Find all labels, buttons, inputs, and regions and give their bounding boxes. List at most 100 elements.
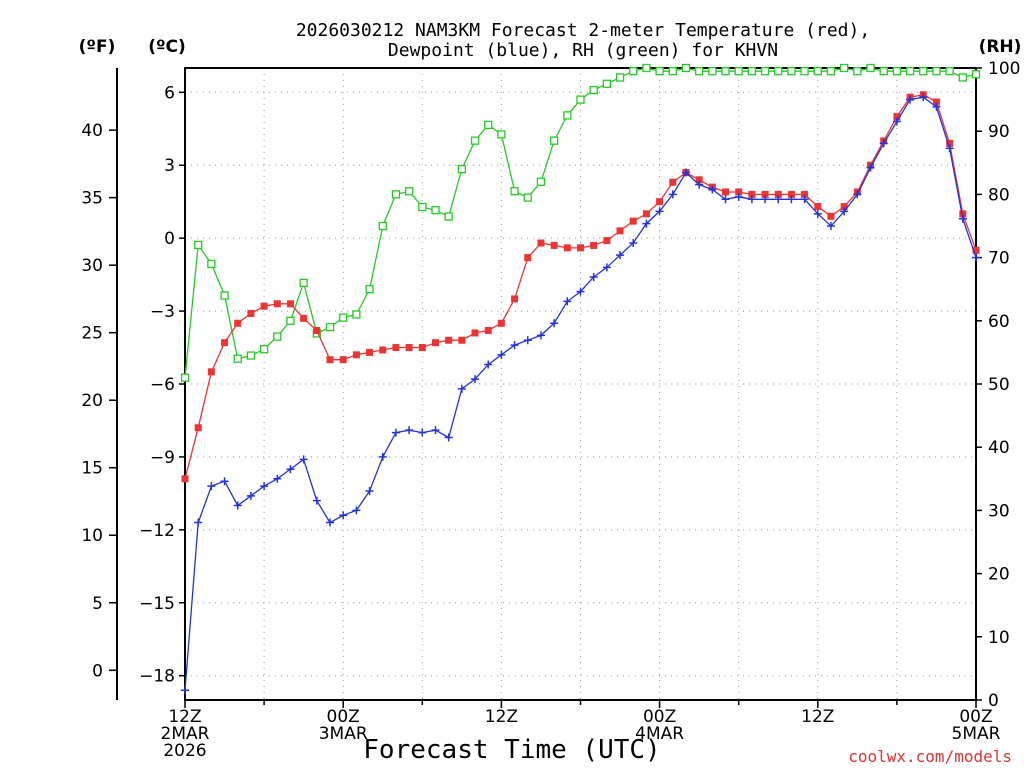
celsius-tick-label: −6: [150, 375, 175, 395]
temperature-point: [748, 190, 756, 198]
rh-point: [853, 67, 862, 76]
dewpoint-point: [853, 190, 862, 199]
series-line: [184, 67, 977, 378]
rh-tick-label: 20: [988, 565, 1010, 585]
dewpoint-point: [813, 209, 822, 218]
temperature-point: [379, 346, 387, 354]
rh-point: [220, 291, 229, 300]
rh-tick-label: 40: [988, 438, 1010, 458]
temperature-point: [537, 239, 545, 247]
rh-point: [391, 190, 401, 199]
x-tick-label: 2MAR: [161, 724, 210, 744]
rh-tick-label: 60: [988, 312, 1010, 332]
dewpoint-point: [616, 251, 625, 260]
rh-point: [563, 111, 572, 120]
temperature-point: [722, 188, 730, 196]
celsius-tick-label: −12: [139, 521, 175, 541]
temperature-point: [352, 351, 360, 359]
temperature-point: [774, 190, 782, 198]
temperature-point: [194, 424, 202, 432]
rh-tick-label: 0: [988, 691, 999, 711]
rh-point: [194, 240, 203, 250]
rh-point: [971, 70, 981, 79]
dewpoint-point: [326, 518, 335, 527]
dewpoint-point: [787, 195, 796, 204]
series-layer: [180, 63, 981, 695]
temperature-point: [366, 348, 374, 356]
x-tick-label: 5MAR: [952, 724, 1001, 744]
rh-point: [734, 67, 743, 76]
temperature-point: [431, 339, 439, 347]
rh-point: [589, 85, 598, 95]
x-tick-label: 4MAR: [635, 724, 684, 744]
fahrenheit-tick-label: 5: [92, 594, 103, 614]
dewpoint-point: [932, 102, 941, 111]
grid-lines: [185, 68, 976, 700]
rh-point: [339, 313, 348, 322]
temperature-point: [273, 300, 281, 308]
dewpoint-point: [906, 95, 915, 104]
rh-point: [378, 221, 387, 231]
rh-point: [879, 67, 888, 76]
x-tick-label: 12Z: [485, 707, 518, 727]
temperature-point: [497, 319, 505, 327]
rh-point: [536, 177, 546, 186]
dewpoint-point: [405, 426, 414, 435]
temperature-point: [814, 203, 822, 211]
temperature-point: [550, 241, 558, 249]
temperature-point: [458, 336, 466, 344]
fahrenheit-tick-label: 25: [81, 324, 103, 344]
temperature-point: [577, 244, 584, 252]
dewpoint-point: [510, 341, 519, 350]
celsius-tick-label: 6: [164, 83, 175, 103]
x-tick-label: 12Z: [168, 707, 201, 727]
dewpoint-point: [866, 163, 875, 172]
temperature-point: [946, 139, 954, 147]
rh-point: [787, 67, 796, 76]
rh-tick-label: 90: [988, 122, 1010, 142]
rh-point: [945, 67, 954, 76]
dewpoint-point: [655, 207, 664, 216]
temperature-point: [735, 188, 743, 196]
dewpoint-point: [945, 144, 954, 153]
temperature-point: [339, 356, 347, 364]
rh-point: [404, 187, 414, 196]
rh-point: [602, 79, 612, 88]
rh-point: [457, 164, 467, 174]
dewpoint-point: [602, 263, 611, 272]
axes: 630−3−6−9−12−15−184035302520151050100908…: [81, 59, 1020, 761]
rh-point: [615, 73, 625, 82]
temperature-point: [260, 302, 268, 310]
rh-point: [523, 193, 532, 202]
temperature-point: [629, 217, 637, 225]
temperature-point: [313, 327, 321, 335]
rh-point: [470, 136, 480, 145]
dewpoint-point: [550, 319, 559, 328]
rh-point: [365, 285, 374, 294]
rh-point: [299, 278, 308, 288]
temperature-point: [603, 237, 611, 245]
temperature-point: [761, 190, 769, 198]
temperature-point: [616, 227, 624, 235]
fahrenheit-tick-label: 35: [81, 189, 103, 209]
dewpoint-point: [207, 482, 216, 491]
rh-point: [668, 67, 677, 76]
rh-point: [655, 67, 664, 76]
temperature-point: [840, 203, 848, 211]
temperature-point: [932, 98, 940, 106]
temperature-point: [471, 329, 479, 337]
temperature-point: [286, 300, 294, 308]
celsius-tick-label: −9: [150, 448, 175, 468]
rh-point: [919, 67, 928, 76]
celsius-tick-label: −15: [139, 594, 175, 614]
rh-point: [905, 67, 915, 76]
dewpoint-point: [260, 482, 269, 491]
x-tick-label: 2026: [163, 741, 206, 761]
x-tick-label: 00Z: [327, 707, 360, 727]
x-tick-label: 00Z: [959, 707, 992, 727]
rh-point: [180, 373, 190, 382]
temperature-point: [563, 244, 571, 252]
fahrenheit-tick-label: 20: [81, 391, 103, 411]
temperature-point: [787, 190, 795, 198]
rh-point: [695, 67, 704, 76]
